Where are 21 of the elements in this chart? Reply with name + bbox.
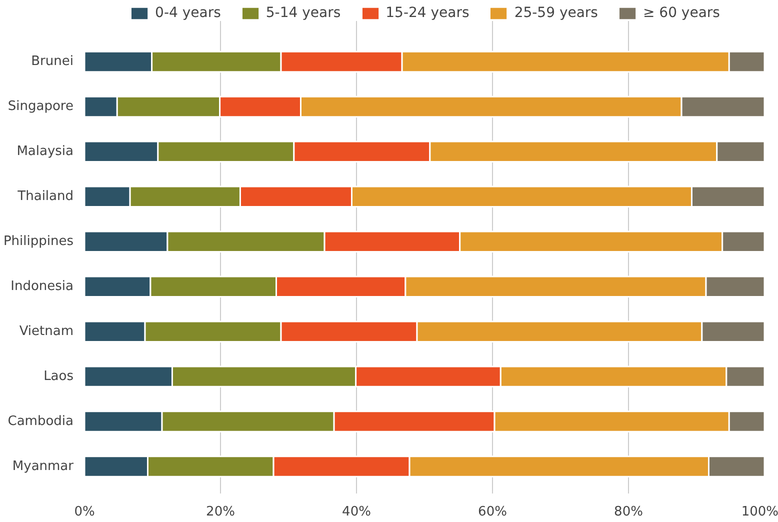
y-tick-label: Indonesia <box>10 279 74 294</box>
x-tick-label: 80% <box>614 504 643 520</box>
legend-label: ≥ 60 years <box>642 5 720 21</box>
x-tick-label: 60% <box>478 504 507 520</box>
y-tick-label: Thailand <box>16 189 74 204</box>
x-tick-label: 0% <box>74 504 95 520</box>
legend-label: 0-4 years <box>155 5 221 21</box>
x-tick-label: 20% <box>206 504 235 520</box>
y-tick-label: Singapore <box>8 99 74 114</box>
y-tick-label: Vietnam <box>19 324 74 340</box>
legend-label: 15-24 years <box>386 5 470 21</box>
y-tick-label: Malaysia <box>16 144 74 160</box>
legend-label: 25-59 years <box>514 5 598 21</box>
legend-label: 5-14 years <box>266 5 341 21</box>
x-tick-label: 40% <box>342 504 371 520</box>
y-tick-label: Cambodia <box>8 414 74 430</box>
y-tick-label: Brunei <box>31 54 74 70</box>
y-tick-label: Philippines <box>3 234 74 250</box>
x-tick-label: 100% <box>741 504 778 520</box>
y-tick-label: Laos <box>44 369 74 384</box>
y-tick-label: Myanmar <box>12 459 74 474</box>
